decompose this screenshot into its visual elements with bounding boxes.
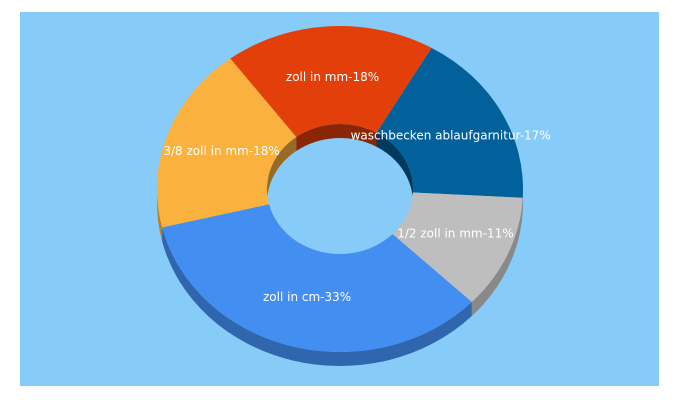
donut-chart: waschbecken ablaufgarnitur-17% 1/2 zoll i… [156,25,551,366]
donut-side-3 [157,189,163,242]
slice-label-2: zoll in cm-33% [263,290,351,304]
donut-side-1 [471,197,523,317]
slice-label-0: waschbecken ablaufgarnitur-17% [351,129,551,143]
donut-slice-0[interactable] [376,47,524,198]
donut-side-2 [162,227,472,366]
donut-slice-2[interactable] [162,204,472,352]
donut-inner-wall-4 [296,124,377,151]
slice-label-3: 3/8 zoll in mm-18% [163,144,279,158]
donut-slice-4[interactable] [230,25,432,137]
donut-slice-3[interactable] [156,58,297,228]
donut-inner-wall-0 [376,132,413,203]
slice-label-4: zoll in mm-18% [286,70,379,84]
slice-label-1: 1/2 zoll in mm-11% [397,227,513,241]
chart-canvas: waschbecken ablaufgarnitur-17% 1/2 zoll i… [20,12,659,386]
donut-slice-1[interactable] [392,192,523,303]
donut-inner-wall-3 [267,136,297,203]
